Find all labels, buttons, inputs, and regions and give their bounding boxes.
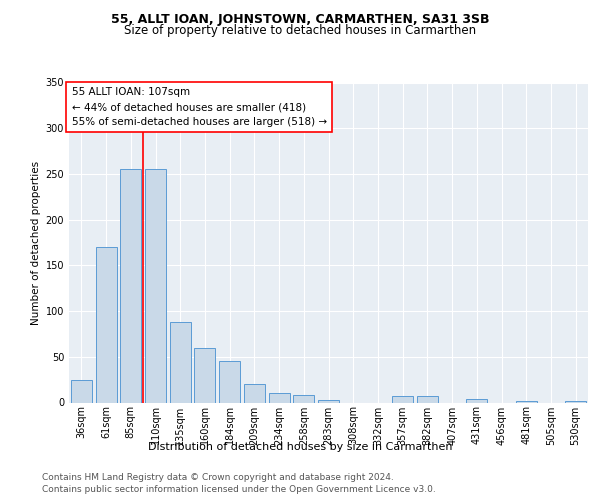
Text: Contains public sector information licensed under the Open Government Licence v3: Contains public sector information licen… bbox=[42, 485, 436, 494]
Bar bbox=[466, 399, 487, 402]
Bar bbox=[392, 396, 413, 402]
Bar bbox=[293, 395, 314, 402]
Bar bbox=[318, 400, 339, 402]
Bar bbox=[145, 170, 166, 402]
Bar bbox=[244, 384, 265, 402]
Bar bbox=[269, 394, 290, 402]
Bar bbox=[516, 400, 537, 402]
Bar bbox=[219, 362, 240, 403]
Text: Contains HM Land Registry data © Crown copyright and database right 2024.: Contains HM Land Registry data © Crown c… bbox=[42, 472, 394, 482]
Bar bbox=[417, 396, 438, 402]
Bar bbox=[120, 170, 141, 402]
Bar bbox=[194, 348, 215, 403]
Y-axis label: Number of detached properties: Number of detached properties bbox=[31, 160, 41, 324]
Text: 55, ALLT IOAN, JOHNSTOWN, CARMARTHEN, SA31 3SB: 55, ALLT IOAN, JOHNSTOWN, CARMARTHEN, SA… bbox=[111, 12, 489, 26]
Text: 55 ALLT IOAN: 107sqm
← 44% of detached houses are smaller (418)
55% of semi-deta: 55 ALLT IOAN: 107sqm ← 44% of detached h… bbox=[71, 88, 327, 127]
Bar bbox=[95, 247, 116, 402]
Bar bbox=[71, 380, 92, 402]
Bar bbox=[170, 322, 191, 402]
Text: Size of property relative to detached houses in Carmarthen: Size of property relative to detached ho… bbox=[124, 24, 476, 37]
Bar bbox=[565, 400, 586, 402]
Text: Distribution of detached houses by size in Carmarthen: Distribution of detached houses by size … bbox=[148, 442, 452, 452]
